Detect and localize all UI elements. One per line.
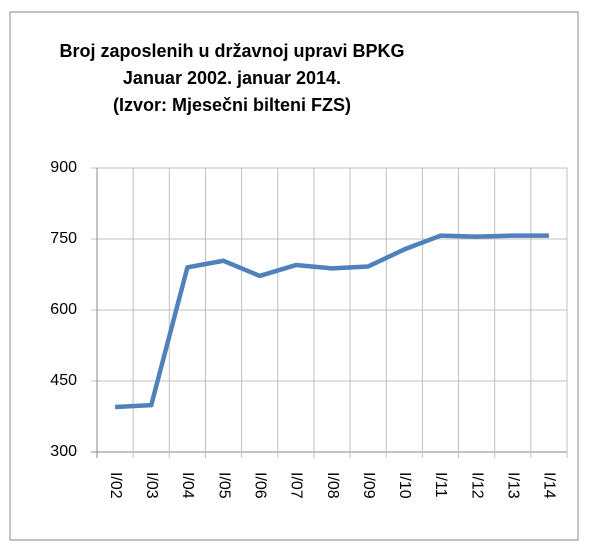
data-line [114,233,549,410]
chart-frame [9,11,579,541]
x-tick-label: I/09 [360,472,377,499]
x-tick-label: I/07 [288,472,305,499]
x-tick-label: I/10 [396,472,413,499]
x-tick-label: I/04 [179,472,196,499]
x-tick-label: I/03 [143,472,160,499]
y-tick-label: 900 [50,159,77,176]
x-tick-label: I/11 [432,472,449,498]
y-tick-label: 750 [50,230,77,247]
chart-title: Januar 2002. januar 2014. [123,68,341,88]
y-tick-label: 600 [50,301,77,318]
x-tick-label: I/12 [468,472,485,499]
chart-title: (Izvor: Mjesečni bilteni FZS) [113,95,351,115]
x-tick-label: I/02 [107,472,124,499]
y-tick-label: 450 [50,372,77,389]
x-tick-label: I/06 [251,472,268,499]
y-tick-label: 300 [50,443,77,460]
x-tick-label: I/13 [505,472,522,499]
x-tick-label: I/14 [541,472,558,499]
x-tick-label: I/05 [215,472,232,499]
x-tick-label: I/08 [324,472,341,499]
chart-title: Broj zaposlenih u državnoj upravi BPKG [59,41,404,61]
